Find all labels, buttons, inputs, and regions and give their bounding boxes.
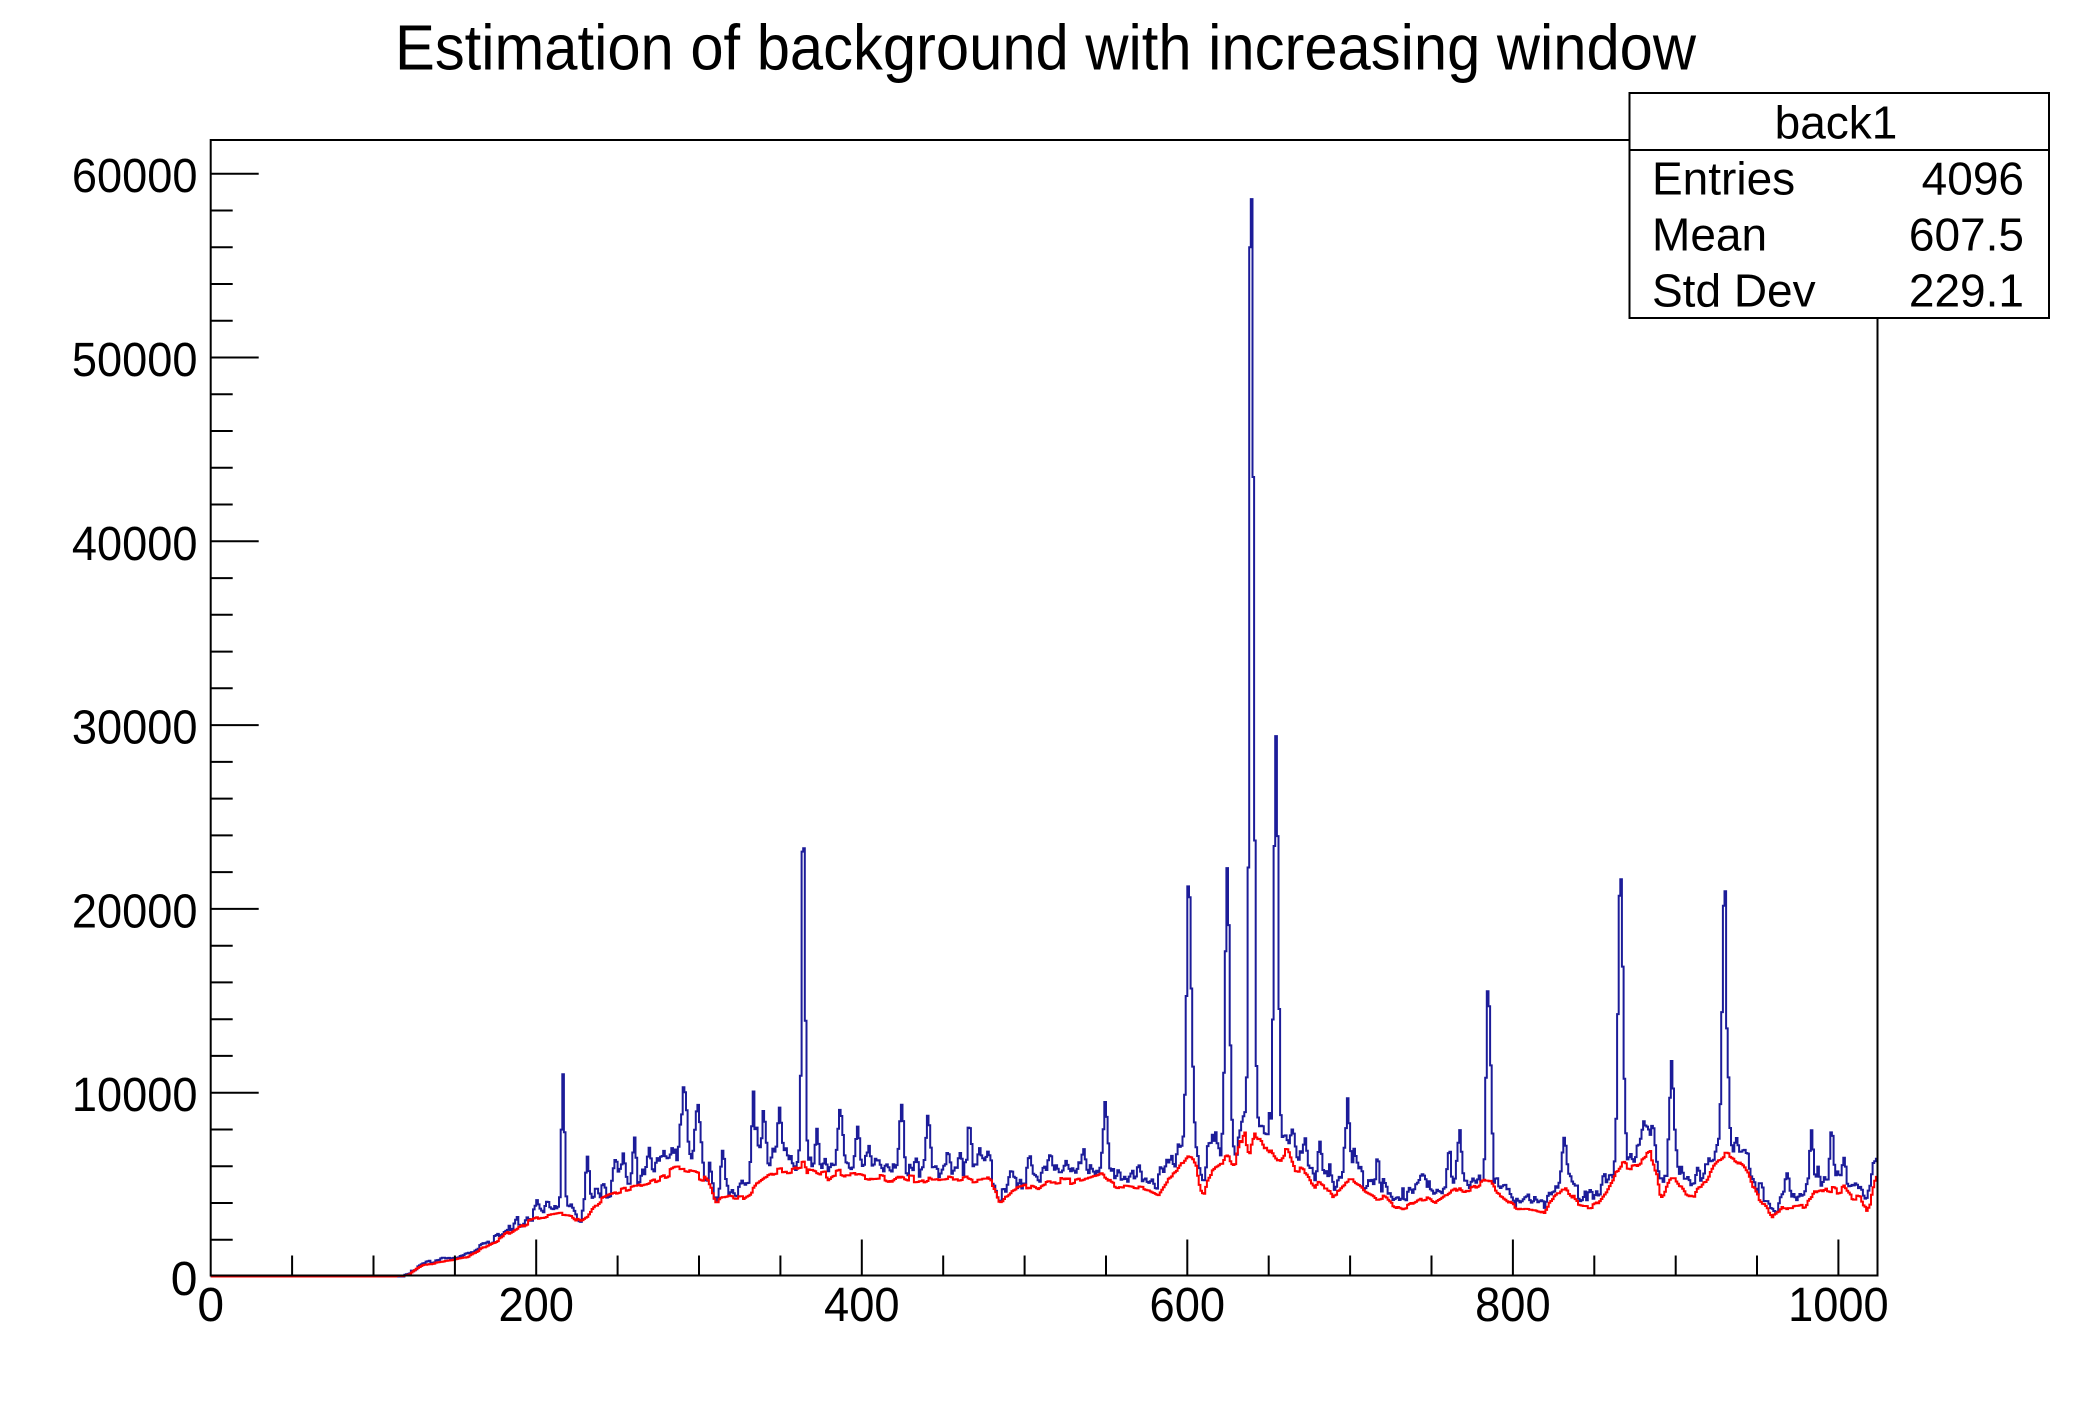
svg-text:Mean: Mean	[1652, 209, 1767, 261]
svg-text:400: 400	[824, 1279, 900, 1332]
svg-text:1000: 1000	[1788, 1279, 1889, 1332]
svg-text:229.1: 229.1	[1909, 264, 2024, 316]
svg-text:20000: 20000	[72, 885, 198, 938]
svg-text:200: 200	[498, 1279, 574, 1332]
svg-text:50000: 50000	[72, 334, 198, 387]
svg-text:4096: 4096	[1922, 153, 2024, 205]
svg-text:10000: 10000	[72, 1069, 198, 1122]
svg-text:Estimation of background with: Estimation of background with increasing…	[395, 11, 1697, 83]
svg-text:600: 600	[1150, 1279, 1226, 1332]
svg-text:60000: 60000	[72, 150, 198, 203]
svg-text:30000: 30000	[72, 702, 198, 755]
svg-text:Entries: Entries	[1652, 153, 1795, 205]
svg-text:back1: back1	[1775, 97, 1898, 149]
svg-text:0: 0	[171, 1253, 198, 1306]
svg-text:800: 800	[1475, 1279, 1551, 1332]
svg-text:40000: 40000	[72, 518, 198, 571]
svg-text:0: 0	[197, 1279, 224, 1332]
svg-text:607.5: 607.5	[1909, 209, 2024, 261]
svg-text:Std Dev: Std Dev	[1652, 264, 1816, 316]
